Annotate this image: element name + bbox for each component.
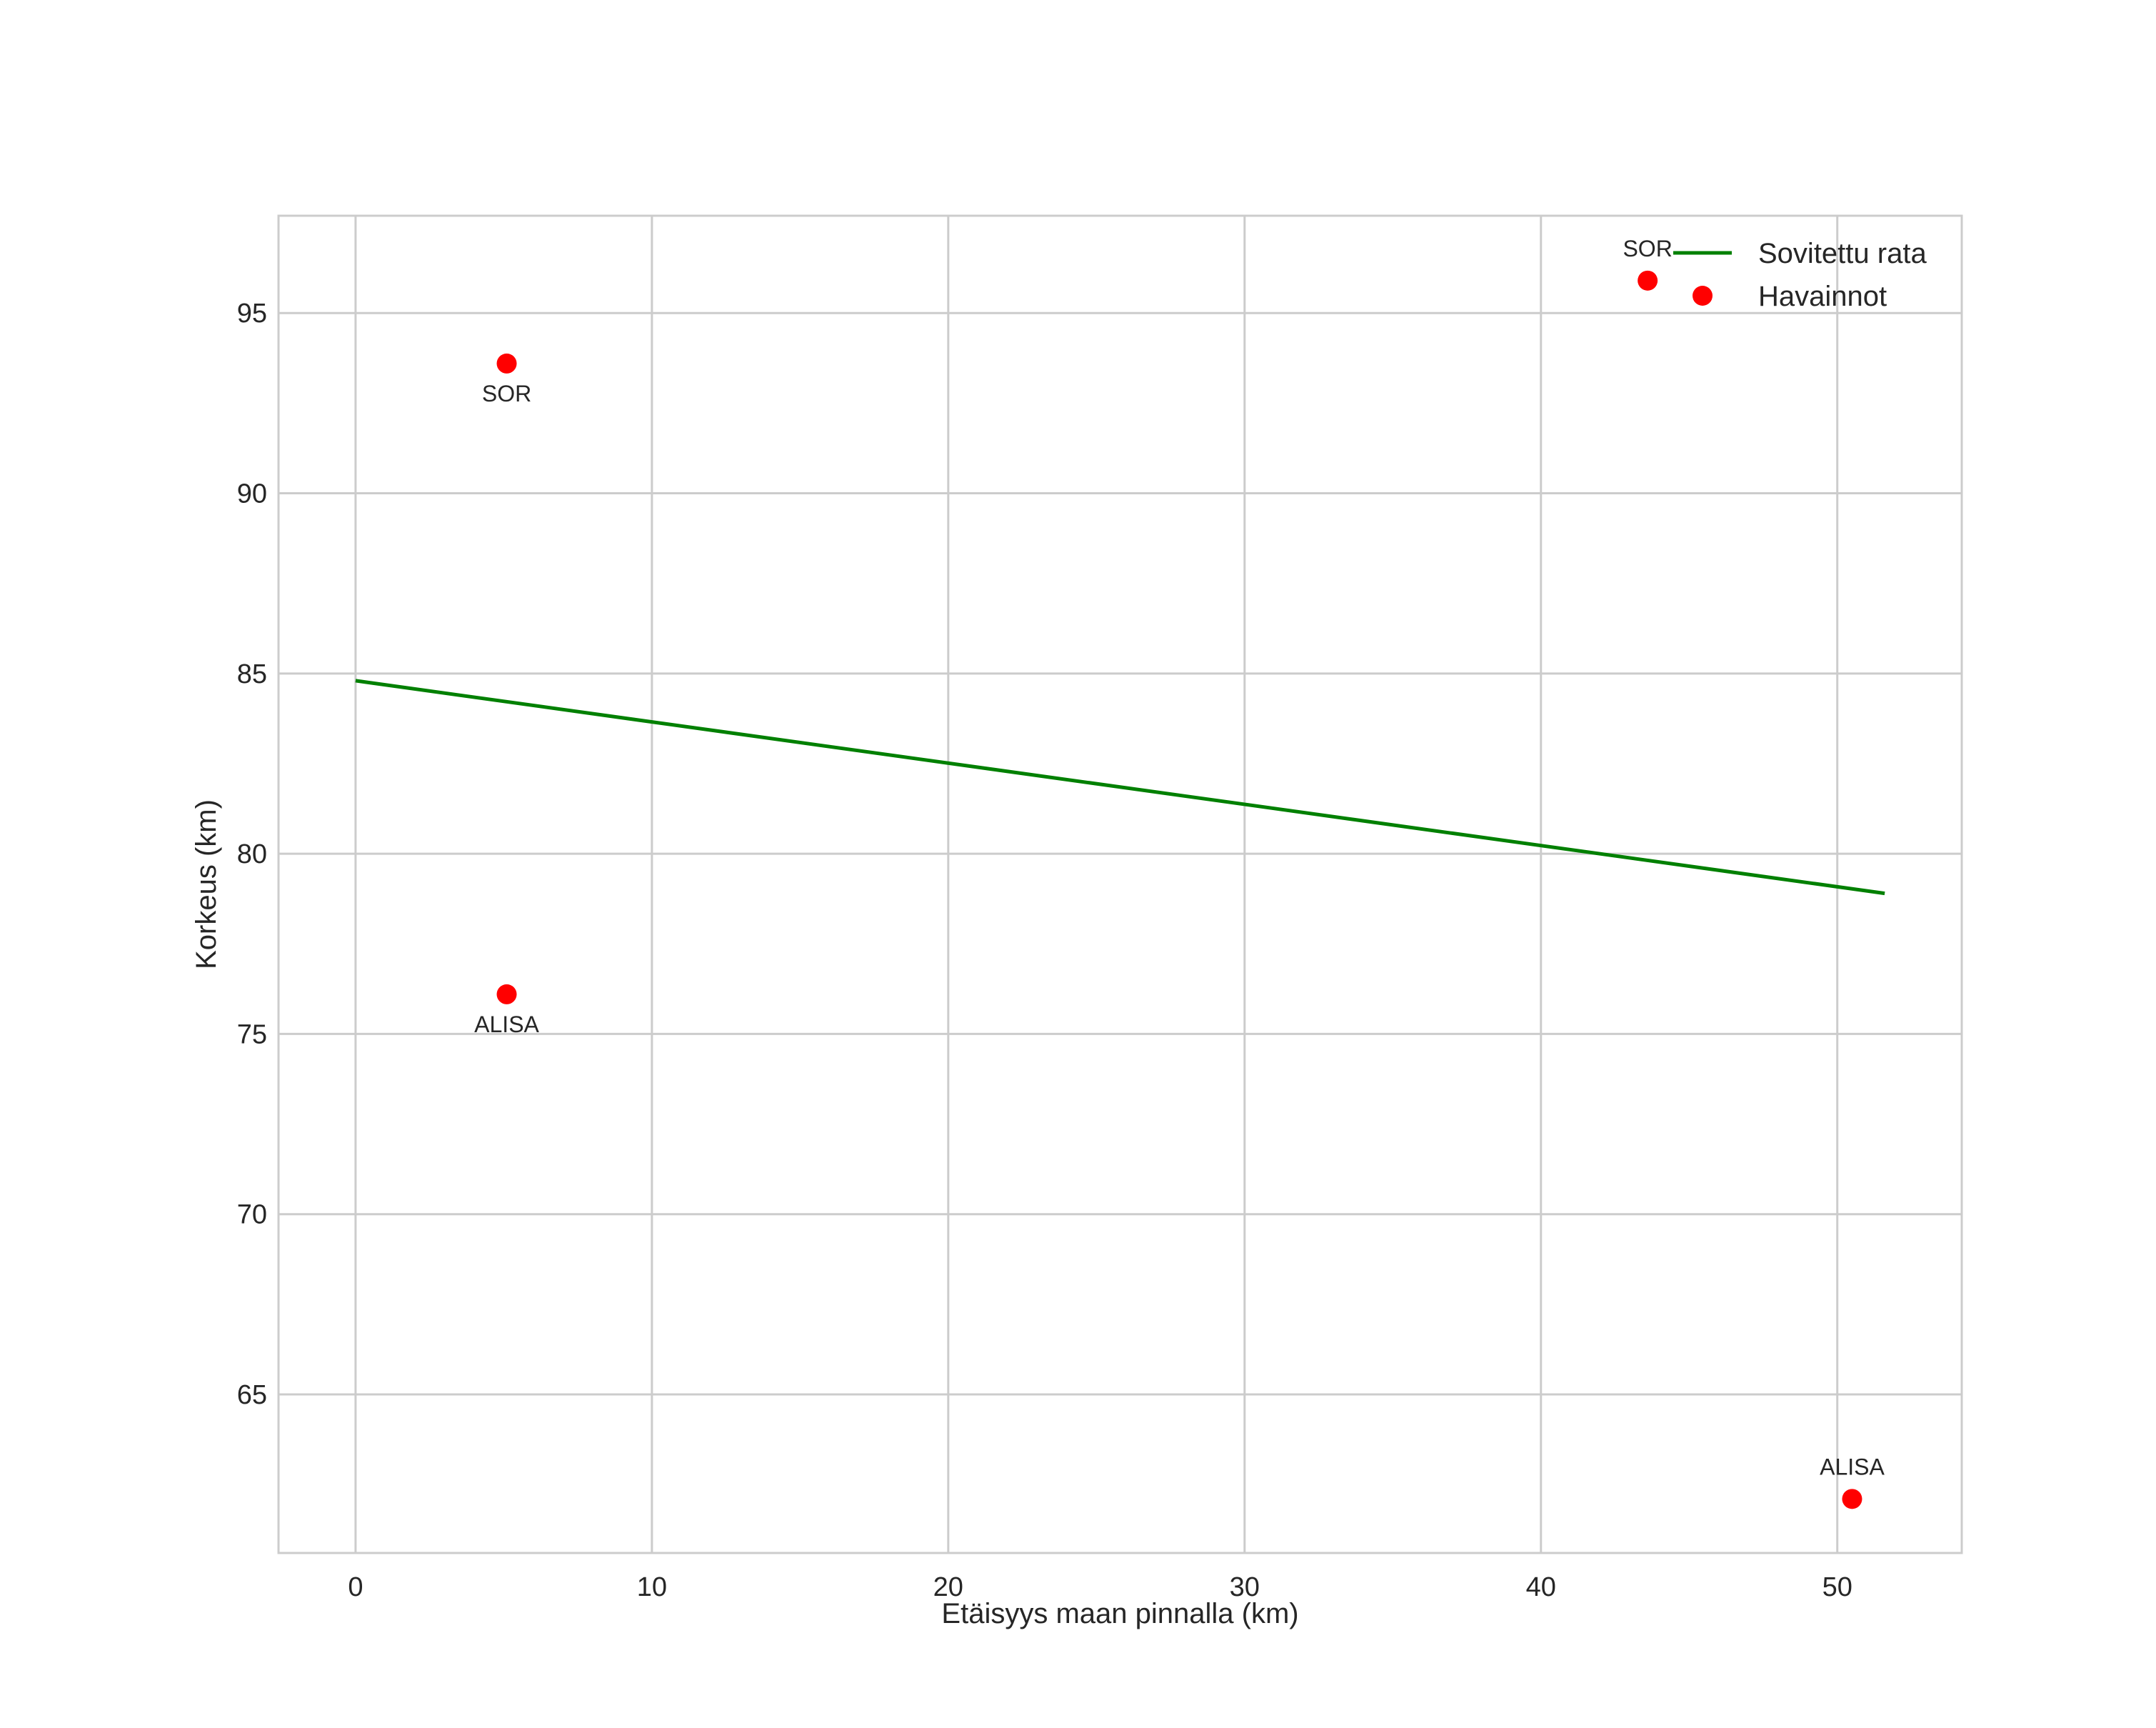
legend-swatch-dot xyxy=(1693,286,1713,306)
plot-border xyxy=(277,214,1963,1554)
observation-label: ALISA xyxy=(474,1012,539,1037)
observation-point xyxy=(496,353,517,374)
x-tick-label: 30 xyxy=(1230,1572,1260,1602)
series xyxy=(355,270,1885,1509)
legend-label-line: Sovitettu rata xyxy=(1758,238,1927,269)
y-tick-label: 95 xyxy=(237,299,267,329)
plot-frame xyxy=(277,214,1963,1554)
y-tick-label: 85 xyxy=(237,659,267,689)
y-tick-label: 80 xyxy=(237,839,267,869)
observation-point xyxy=(496,984,517,1004)
observation-label: SOR xyxy=(482,381,531,406)
axis-ticks: 0 10 20 30 40 50 65 70 75 80 85 90 95 xyxy=(237,299,1852,1602)
grid xyxy=(279,216,1962,1553)
y-tick-label: 70 xyxy=(237,1200,267,1230)
legend: Sovitettu rata Havainnot xyxy=(1673,238,1927,312)
y-axis-label: Korkeus (km) xyxy=(191,799,222,969)
y-tick-label: 90 xyxy=(237,479,267,509)
x-tick-label: 50 xyxy=(1822,1572,1852,1602)
observation-label: ALISA xyxy=(1820,1454,1885,1479)
x-tick-label: 0 xyxy=(348,1572,363,1602)
x-tick-label: 10 xyxy=(637,1572,667,1602)
point-labels: SOR ALISA SOR ALISA xyxy=(474,236,1885,1479)
legend-label-dot: Havainnot xyxy=(1758,281,1887,312)
x-tick-label: 20 xyxy=(933,1572,963,1602)
y-tick-label: 75 xyxy=(237,1019,267,1049)
x-axis-label: Etäisyys maan pinnalla (km) xyxy=(941,1598,1298,1629)
observation-point xyxy=(1638,270,1658,291)
observation-point xyxy=(1842,1489,1862,1509)
observation-label: SOR xyxy=(1623,236,1672,261)
fitted-trajectory-line xyxy=(355,679,1885,896)
x-tick-label: 40 xyxy=(1526,1572,1556,1602)
y-tick-label: 65 xyxy=(237,1380,267,1410)
